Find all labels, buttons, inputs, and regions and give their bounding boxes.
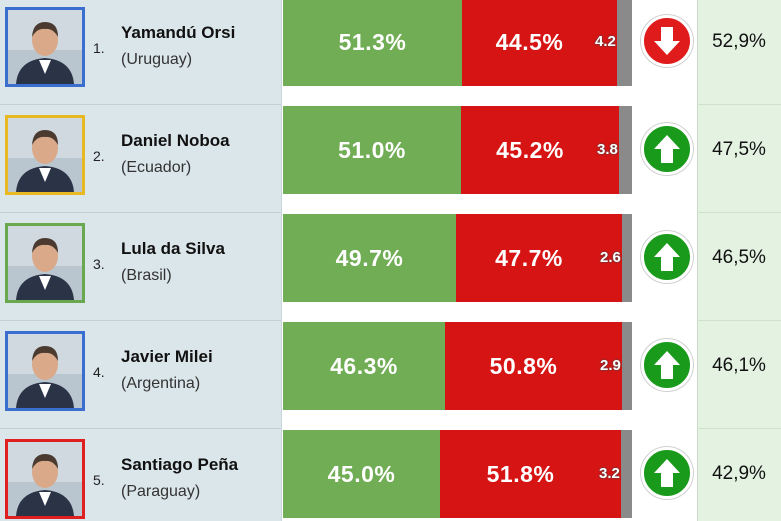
row-divider	[0, 428, 281, 429]
approval-divider	[697, 212, 781, 213]
rank-number: 5.	[93, 472, 105, 488]
arrow-up-icon-glyph	[654, 459, 680, 487]
arrow-down-icon-glyph	[654, 27, 680, 55]
no-answer-label: 4.2	[595, 33, 616, 50]
disapprove-label: 44.5%	[495, 29, 564, 55]
disapprove-bar	[461, 106, 619, 194]
approval-divider	[697, 104, 781, 105]
approve-label: 46.3%	[330, 353, 398, 379]
no-answer-bar	[622, 214, 632, 302]
no-answer-bar	[622, 322, 632, 410]
leader-portrait	[5, 439, 85, 519]
approve-bar	[283, 106, 461, 194]
row-divider	[0, 212, 281, 213]
leader-country: (Argentina)	[121, 375, 201, 392]
leader-country: (Brasil)	[121, 267, 172, 284]
disapprove-bar	[440, 430, 621, 518]
portrait-image	[8, 10, 82, 84]
approval-value: 47,5%	[712, 139, 766, 160]
approval-value: 42,9%	[712, 463, 766, 484]
disapprove-bar	[462, 0, 617, 86]
rank-number: 3.	[93, 256, 105, 272]
approval-value: 46,1%	[712, 355, 766, 376]
leader-country: (Uruguay)	[121, 51, 193, 68]
leader-name: Yamandú Orsi	[121, 23, 236, 42]
leader-portrait	[5, 331, 85, 411]
approval-value: 46,5%	[712, 247, 766, 268]
approve-bar	[283, 214, 456, 302]
arrow-up-icon	[641, 447, 693, 499]
arrow-up-icon-glyph	[654, 243, 680, 271]
disapprove-label: 51.8%	[486, 461, 555, 487]
row-divider	[0, 104, 281, 105]
no-answer-label: 2.6	[600, 249, 621, 266]
approve-bar	[283, 0, 462, 86]
approve-label: 49.7%	[335, 245, 404, 271]
disapprove-label: 47.7%	[495, 245, 563, 271]
approval-divider	[697, 428, 781, 429]
disapprove-label: 45.2%	[496, 137, 564, 163]
no-answer-bar	[617, 0, 632, 86]
portrait-image	[8, 442, 82, 516]
leader-portrait	[5, 223, 85, 303]
arrow-up-icon-glyph	[654, 351, 680, 379]
approve-label: 51.0%	[338, 137, 406, 163]
approve-bar	[283, 430, 440, 518]
disapprove-bar	[445, 322, 622, 410]
approve-label: 45.0%	[327, 461, 396, 487]
leader-name: Lula da Silva	[121, 239, 225, 258]
arrow-up-icon	[641, 339, 693, 391]
portrait-image	[8, 118, 82, 192]
approve-label: 51.3%	[338, 29, 407, 55]
approve-bar	[283, 322, 445, 410]
approval-divider	[697, 320, 781, 321]
no-answer-label: 2.9	[600, 357, 621, 374]
approval-value: 52,9%	[712, 31, 766, 52]
no-answer-label: 3.8	[597, 141, 618, 158]
leader-portrait	[5, 7, 85, 87]
arrow-up-icon-glyph	[654, 135, 680, 163]
leader-portrait	[5, 115, 85, 195]
row-divider	[0, 320, 281, 321]
disapprove-label: 50.8%	[489, 353, 558, 379]
no-answer-bar	[621, 430, 632, 518]
no-answer-bar	[619, 106, 632, 194]
leader-name: Daniel Noboa	[121, 131, 230, 150]
leader-country: (Paraguay)	[121, 483, 201, 500]
arrow-down-icon	[641, 15, 693, 67]
portrait-image	[8, 226, 82, 300]
rank-number: 4.	[93, 364, 105, 380]
rank-number: 1.	[93, 40, 105, 56]
portrait-image	[8, 334, 82, 408]
arrow-up-icon	[641, 123, 693, 175]
disapprove-bar	[456, 214, 622, 302]
arrow-up-icon	[641, 231, 693, 283]
no-answer-label: 3.2	[599, 465, 620, 482]
rank-number: 2.	[93, 148, 105, 164]
approval-panel	[697, 0, 781, 521]
leader-name: Javier Milei	[121, 347, 213, 366]
leader-name: Santiago Peña	[121, 455, 239, 474]
leader-country: (Ecuador)	[121, 159, 192, 176]
